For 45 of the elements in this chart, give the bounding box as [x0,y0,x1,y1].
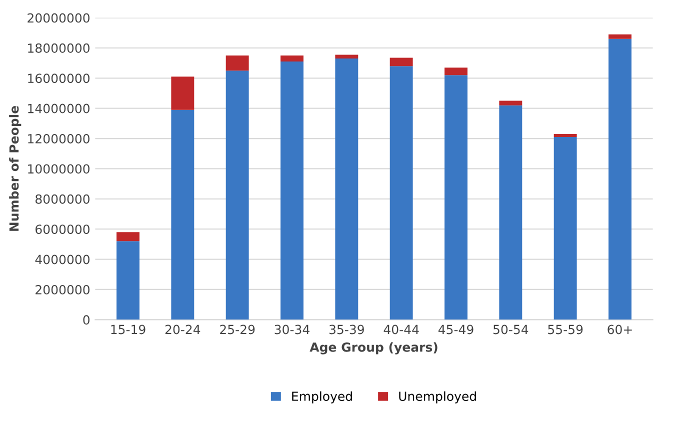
bar [554,137,577,320]
x-tick-label: 45-49 [438,324,474,334]
bar [608,34,632,39]
bar [499,105,522,320]
y-tick-label: 0 [83,315,90,325]
bar [444,75,468,320]
x-axis-title: Age Group (years) [310,342,438,354]
bar [554,134,577,138]
bar [116,232,140,242]
x-tick-label: 25-29 [220,324,255,334]
legend-label: Unemployed [399,391,476,404]
legend-label: Employed [292,391,352,404]
x-tick-label: 60+ [608,324,632,334]
bar [171,76,194,110]
x-tick-label: 35-39 [329,324,364,334]
bar [444,68,468,76]
y-tick-label: 18000000 [28,43,90,53]
y-tick-label: 14000000 [28,104,90,114]
bar [171,110,194,320]
x-tick-label: 20-24 [165,324,200,334]
bar [226,56,249,71]
y-axis-title: Number of People [9,106,22,231]
y-tick-label: 6000000 [36,224,90,234]
bar [280,62,304,320]
x-tick-label: 15-19 [111,324,146,334]
x-tick-label: 40-44 [384,324,419,334]
bar [280,56,304,62]
y-tick-label: 2000000 [36,284,90,294]
bar [335,54,358,59]
bar [390,58,413,66]
y-tick-label: 20000000 [28,13,90,23]
y-tick-label: 8000000 [36,194,90,204]
bar [608,38,632,320]
bar [335,58,358,320]
bar [390,66,413,320]
bar [226,70,249,320]
bar [499,100,522,106]
y-tick-label: 10000000 [28,164,90,174]
x-tick-label: 50-54 [493,324,528,334]
x-tick-label: 55-59 [548,324,583,334]
y-tick-label: 12000000 [28,134,90,144]
bar [116,241,140,320]
y-tick-label: 4000000 [35,254,90,264]
x-tick-label: 30-34 [274,324,310,334]
y-tick-label: 16000000 [28,74,90,84]
